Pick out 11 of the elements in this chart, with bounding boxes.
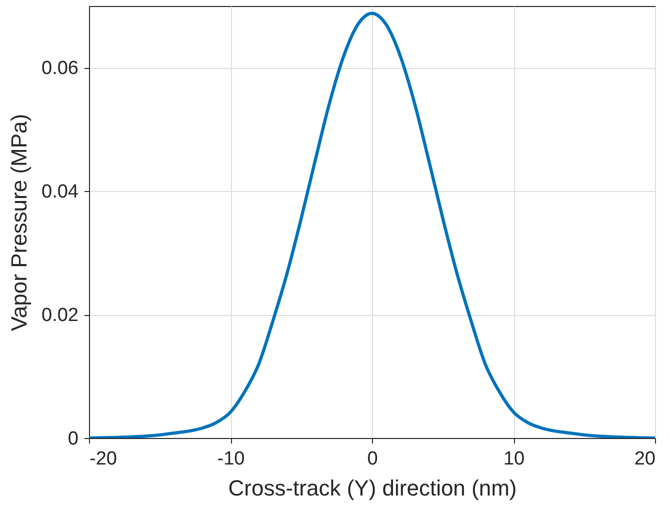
x-tick-label: 0	[367, 448, 378, 470]
y-tick-label: 0	[68, 428, 78, 450]
x-axis-title: Cross-track (Y) direction (nm)	[228, 476, 517, 500]
x-tick-label: -20	[90, 448, 117, 470]
y-axis-title: Vapor Pressure (MPa)	[6, 114, 32, 332]
x-tick-label: -10	[217, 448, 245, 470]
x-tick-label: 20	[634, 448, 656, 470]
y-tick-label: 0.02	[42, 305, 78, 326]
y-tick-label: 0.06	[42, 58, 78, 80]
x-tick-label: 10	[503, 448, 525, 470]
y-tick-label: 0.04	[42, 182, 79, 203]
